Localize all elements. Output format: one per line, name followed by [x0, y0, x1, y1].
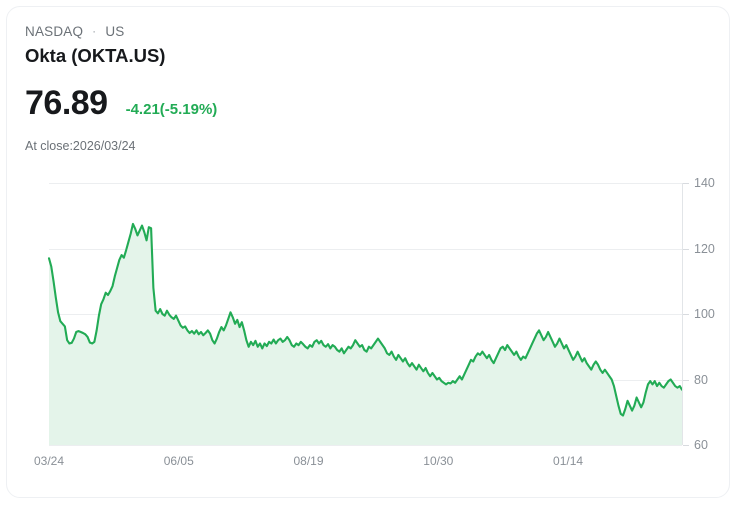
y-tick-label: 100 — [694, 307, 715, 321]
price-chart[interactable]: 60 80 100 120 140 03/24 06/05 08/19 10/30 01/14 — [7, 163, 730, 483]
area-fill-path — [49, 223, 682, 445]
last-price: 76.89 — [25, 84, 108, 122]
x-tick-label: 08/19 — [294, 454, 324, 468]
chart-area-fill — [49, 223, 682, 445]
price-row: 76.89 -4.21(-5.19%) — [25, 83, 217, 123]
x-tick-label: 06/05 — [164, 454, 194, 468]
y-tick-label: 120 — [694, 242, 715, 256]
x-tick-label: 03/24 — [34, 454, 64, 468]
y-tick-label: 140 — [694, 176, 715, 190]
separator-dot: · — [92, 24, 97, 38]
exchange-region-line: NASDAQ · US — [25, 23, 525, 41]
x-tick-label: 10/30 — [423, 454, 453, 468]
price-change: -4.21(-5.19%) — [125, 101, 218, 118]
stock-quote-card: NASDAQ · US Okta (OKTA.US) 76.89 -4.21(-… — [6, 6, 730, 498]
price-line-path — [47, 222, 684, 417]
x-tick-label: 01/14 — [553, 454, 583, 468]
price-chart-svg[interactable]: 60 80 100 120 140 03/24 06/05 08/19 10/30 01/14 — [7, 163, 730, 483]
chart-x-axis-labels: 03/24 06/05 08/19 10/30 01/14 — [34, 454, 583, 468]
region-label: US — [105, 24, 125, 39]
close-timestamp: At close:2026/03/24 — [25, 139, 136, 153]
exchange-label: NASDAQ — [25, 24, 84, 39]
page-title: Okta (OKTA.US) — [25, 45, 166, 66]
quote-header: NASDAQ · US Okta (OKTA.US) — [25, 23, 525, 69]
chart-axes — [682, 183, 689, 446]
y-tick-label: 60 — [694, 438, 708, 452]
chart-price-line — [47, 222, 684, 417]
chart-y-axis-labels: 60 80 100 120 140 — [694, 176, 715, 452]
y-tick-label: 80 — [694, 373, 708, 387]
